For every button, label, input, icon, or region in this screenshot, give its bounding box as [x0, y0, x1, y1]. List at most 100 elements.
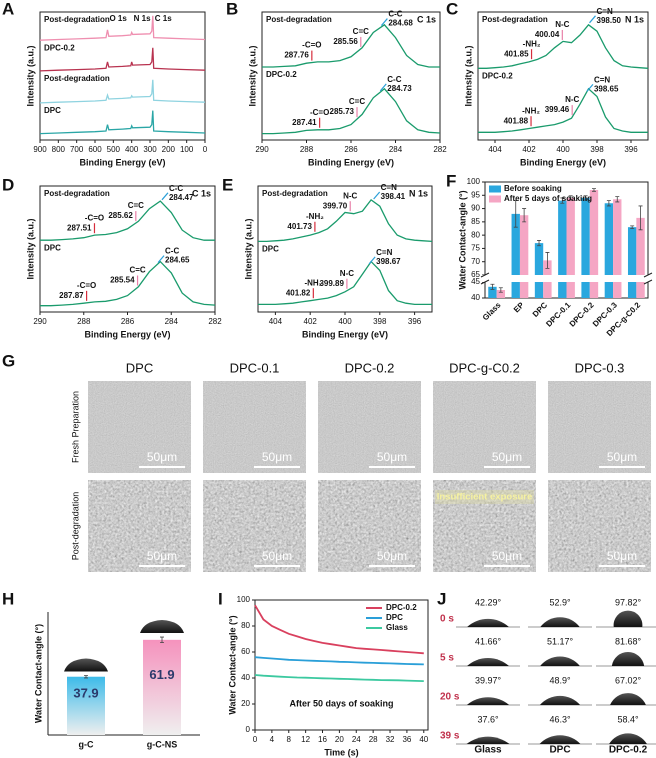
series-label: DPC — [262, 245, 279, 254]
annotation-arrow — [373, 191, 381, 200]
panel-label: D — [2, 175, 14, 194]
series-label: DPC — [44, 243, 61, 252]
x-tick-label: Glass — [481, 300, 503, 322]
angle-label: 39.97° — [475, 675, 502, 685]
panel-label: E — [222, 175, 233, 194]
x-tick-label: 400 — [125, 145, 139, 154]
note-background — [435, 490, 534, 504]
x-axis-label: Time (s) — [324, 747, 358, 757]
x-tick-label: 400 — [556, 145, 570, 154]
legend-label: Glass — [386, 623, 408, 632]
y-axis-label: Water Contact-angle (°) — [33, 624, 43, 723]
y-axis-label: Intensity (a.u.) — [25, 45, 35, 106]
scale-bar-label: 50μm — [147, 450, 177, 464]
y-tick-label: 20 — [241, 699, 250, 708]
column-title: DPC — [126, 360, 153, 375]
chart-annotation: After 50 days of soaking — [289, 698, 393, 708]
series-label: Post-degradation — [482, 15, 548, 24]
y-axis-label: Intensity (a.u.) — [243, 218, 253, 279]
x-tick-label: g-C — [79, 739, 94, 749]
x-tick-label: 286 — [121, 317, 135, 326]
x-tick-label: 16 — [318, 735, 327, 744]
annotation-label: C=N — [381, 183, 397, 192]
chart-title: N 1s — [409, 188, 428, 198]
annotation-label: C-C — [387, 75, 401, 84]
droplet — [609, 733, 647, 744]
series-line — [478, 87, 648, 133]
series-line — [39, 79, 206, 104]
annotation-arrow — [380, 18, 388, 26]
legend-label: DPC — [386, 613, 403, 622]
chart-title: N 1s — [625, 14, 644, 24]
x-axis-label: Binding Energy (eV) — [520, 157, 606, 167]
row-label: 39 s — [440, 731, 460, 742]
annotation-label: -NH₂ — [304, 278, 322, 287]
error-bar — [638, 205, 643, 231]
annotation-value: 399.89 — [319, 279, 344, 288]
annotation-value: 284.73 — [387, 84, 412, 93]
y-tick-label: 70 — [471, 257, 480, 266]
scale-bar-label: 50μm — [607, 549, 637, 563]
annotation-value: 401.73 — [287, 222, 312, 231]
x-tick-label: 100 — [180, 145, 194, 154]
annotation-label: C=C — [349, 97, 365, 106]
y-tick-label: 60 — [241, 647, 250, 656]
column-label: DPC — [549, 745, 570, 756]
note: Insufficient exposure — [437, 492, 533, 503]
annotation-arrow — [368, 256, 376, 265]
bar — [589, 189, 599, 298]
x-tick-label: g-C-NS — [147, 739, 178, 749]
scale-bar-label: 50μm — [377, 450, 407, 464]
annotation-value: 284.47 — [169, 193, 194, 202]
column-title: DPC-0.2 — [345, 360, 395, 375]
legend-swatch — [489, 195, 501, 203]
error-bar — [513, 200, 518, 228]
y-axis-label: Intensity (a.u.) — [247, 45, 257, 106]
bar — [67, 676, 105, 735]
annotation-label: -C=O — [302, 41, 321, 50]
panel-label: C — [446, 0, 458, 18]
chart-title: C 1s — [192, 188, 211, 198]
x-tick-label: 800 — [52, 145, 66, 154]
panel-label: H — [2, 589, 14, 608]
y-axis-label: Water Contact-angle (°) — [227, 615, 237, 714]
annotation-arrow — [161, 192, 169, 201]
x-tick-label: 282 — [208, 317, 222, 326]
x-tick-label: 500 — [107, 145, 121, 154]
series-line — [254, 656, 424, 666]
series-label: Post-degradation — [44, 189, 110, 198]
droplet — [540, 617, 580, 627]
y-tick-label: 80 — [241, 621, 250, 630]
column-title: DPC-0.1 — [230, 360, 280, 375]
annotation-label: C=N — [376, 248, 392, 257]
x-tick-label: 288 — [300, 145, 314, 154]
annotation-value: 399.70 — [323, 201, 348, 210]
panel-label: B — [226, 0, 238, 18]
x-tick-label: 24 — [352, 735, 361, 744]
angle-label: 81.68° — [615, 636, 642, 646]
annotation-value: 398.41 — [381, 192, 406, 201]
error-bar — [615, 196, 620, 203]
series-line — [262, 87, 441, 135]
annotation-label: N-C — [565, 95, 579, 104]
annotation-label: C=N — [594, 76, 610, 85]
annotation-value: 285.54 — [110, 276, 135, 285]
droplet-icon — [64, 658, 108, 672]
bar — [566, 197, 575, 298]
error-bar — [160, 636, 164, 643]
annotation-value: 287.51 — [67, 223, 92, 232]
error-bar — [545, 252, 550, 269]
x-tick-label: 300 — [143, 145, 157, 154]
annotation-arrow — [379, 83, 387, 92]
annotation-label: N-C — [343, 191, 357, 200]
x-tick-label: 0 — [203, 145, 208, 154]
annotation-label: -C=O — [85, 213, 104, 222]
panel-label: A — [2, 0, 14, 18]
series-line — [254, 604, 424, 655]
annotation-value: 401.85 — [504, 49, 529, 58]
error-bar — [537, 240, 542, 247]
series-label: Post-degradation — [266, 15, 332, 24]
annotation-label: -NH₂ — [522, 106, 540, 115]
error-bar — [583, 195, 588, 201]
